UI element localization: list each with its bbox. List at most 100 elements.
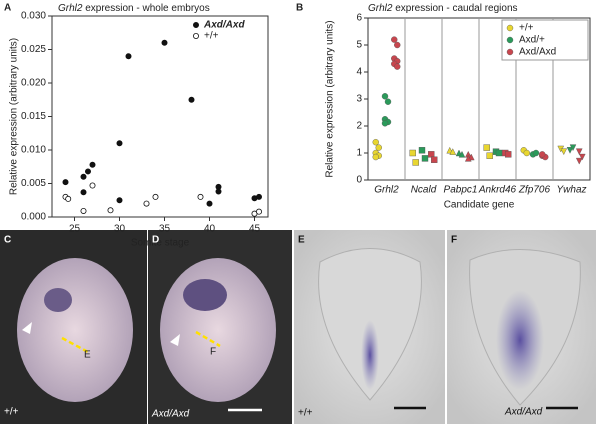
y-tick-label: 0.025 [21,44,46,55]
point [523,149,530,157]
point [375,144,382,151]
panel-letter: C [4,235,11,246]
title-gene: Grhl2 [368,3,393,14]
arrowhead [170,334,180,346]
y-tick-label: 5 [356,40,362,51]
embryo [17,258,133,402]
point [206,200,213,207]
legend-marker [192,33,199,40]
point [532,149,540,157]
panel-letter: D [152,235,159,246]
point [89,182,96,189]
point [578,153,586,161]
y-tick-label: 0.010 [21,145,46,156]
embryo [160,258,276,402]
point [421,155,429,162]
panel-letter: E [298,235,305,246]
point [575,148,583,156]
point [431,156,438,163]
point [80,173,87,180]
point [161,39,168,46]
y-tick-label: 0.015 [21,111,46,122]
point [188,96,195,103]
point [143,200,150,207]
point [65,195,72,202]
x-tick-label: Ncald [411,185,437,196]
legend-marker [192,21,199,28]
title-rest: expression - caudal regions [392,3,517,14]
x-tick-label: Pabpc1 [444,185,478,196]
point [486,152,493,159]
legend-label: +/+ [519,23,534,34]
section-line [195,330,221,348]
point [107,207,114,214]
section-line [61,336,89,354]
legend-label: Axd/Axd [203,20,245,31]
point [80,207,87,214]
section-label: E [84,350,91,361]
x-tick-label: 25 [69,224,81,235]
point [255,193,262,200]
plot-frame [51,15,269,218]
stain [183,279,227,311]
panel-letter: B [296,3,303,14]
point [372,138,379,146]
legend-label: Axd/Axd [519,47,556,58]
chart-title: Grhl2 expression - caudal regions [368,3,518,14]
point [394,41,401,49]
arrowhead [22,322,32,334]
y-tick-label: 0.005 [21,178,46,189]
y-tick-label: 2 [356,121,362,132]
y-axis-label: Relative expression (arbitrary units) [325,20,336,177]
point [381,120,389,127]
y-tick-label: 0 [356,175,362,186]
genotype-label: +/+ [4,407,19,418]
point [505,151,512,158]
point [381,93,389,100]
stain [361,320,379,390]
x-tick-label: Zfp706 [518,185,551,196]
point [152,193,159,200]
genotype-label: +/+ [298,408,313,419]
y-tick-label: 3 [356,94,362,105]
legend-label: Axd/+ [519,35,545,46]
x-tick-label: Ywhaz [556,185,586,196]
x-tick-label: Grhl2 [374,185,399,196]
y-tick-label: 0.030 [21,11,46,22]
point [80,189,87,196]
genotype-label: Axd/Axd [504,407,543,418]
point [412,159,419,166]
point [125,53,132,60]
legend-label: +/+ [204,31,219,42]
x-axis-label: Candidate gene [444,200,515,211]
point [566,147,574,154]
point [428,151,435,158]
panel-letter: A [4,3,11,14]
title-gene: Grhl2 [58,3,83,14]
point [197,193,204,200]
point [464,154,472,162]
legend-box [501,19,589,61]
y-tick-label: 6 [356,13,362,24]
point [116,140,123,147]
point [539,151,546,158]
point [575,157,583,165]
x-tick-label: Ankrd46 [478,185,517,196]
point [85,168,92,175]
point [394,63,401,70]
genotype-label: Axd/Axd [151,409,190,420]
stain [496,290,544,390]
point [89,161,96,168]
legend-marker [506,36,514,44]
chart-title: Grhl2 expression - whole embryos [58,3,210,14]
point [569,144,577,152]
x-tick-label: 40 [204,224,216,235]
y-tick-label: 0.000 [21,212,46,223]
y-tick-label: 0.020 [21,78,46,89]
point [560,148,568,156]
point [418,147,426,154]
point [495,149,503,157]
point [372,153,379,161]
panel-letter: F [451,235,457,246]
